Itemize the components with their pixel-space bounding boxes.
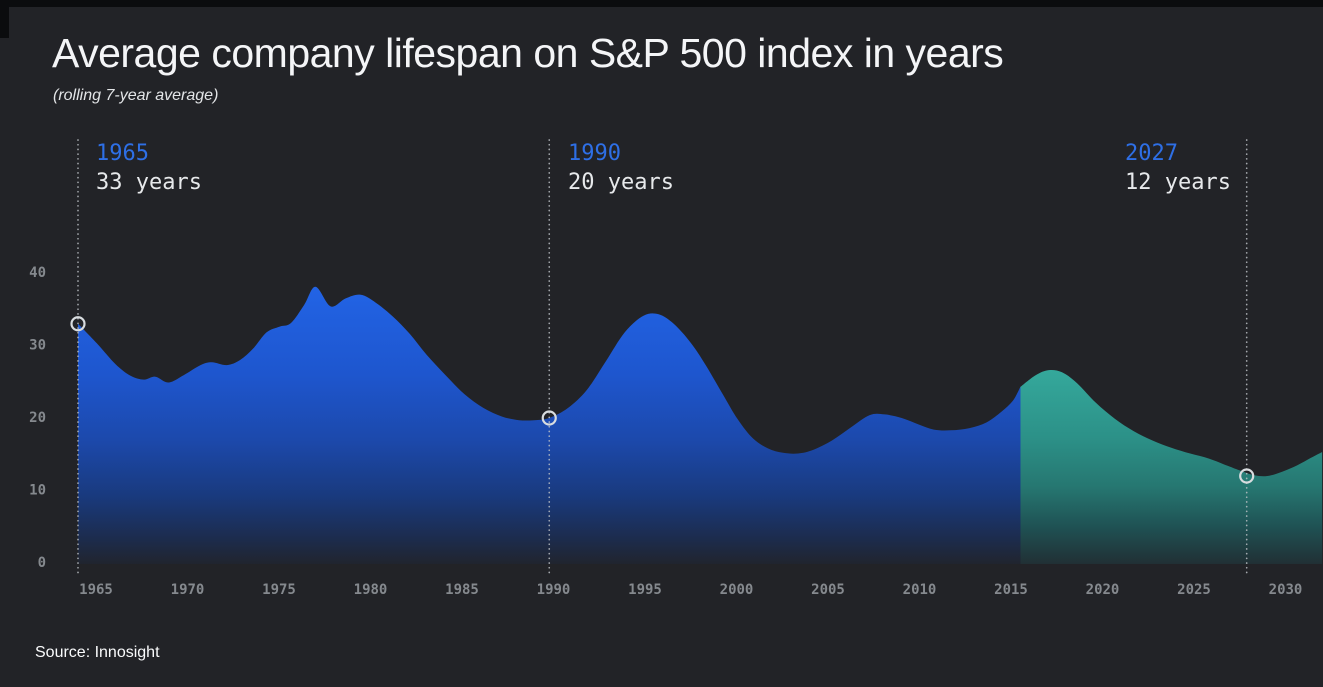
annotation-value-label: 20 years [568, 170, 674, 195]
y-axis-tick-label: 10 [29, 483, 46, 499]
chart-title: Average company lifespan on S&P 500 inde… [52, 30, 1004, 76]
x-axis-tick-label: 2000 [720, 582, 754, 598]
x-axis-tick-label: 1965 [79, 582, 113, 598]
x-axis-tick-label: 1975 [262, 582, 296, 598]
y-axis-tick-label: 0 [38, 555, 46, 571]
chart-subtitle: (rolling 7-year average) [53, 87, 219, 104]
window-edge-top [0, 0, 1323, 7]
annotation-value-label: 33 years [96, 170, 202, 195]
x-axis-tick-label: 2030 [1269, 582, 1303, 598]
x-axis-tick-label: 1995 [628, 582, 662, 598]
annotation-2027: 2027 12 years [1125, 139, 1231, 197]
window-edge-left [0, 0, 9, 38]
source-note: Source: Innosight [35, 644, 160, 661]
annotation-value-label: 12 years [1125, 170, 1231, 195]
annotation-marker [70, 316, 86, 332]
x-axis-tick-label: 1980 [354, 582, 388, 598]
x-axis-tick-label: 2005 [811, 582, 845, 598]
x-axis-tick-label: 2015 [994, 582, 1028, 598]
x-axis-tick-label: 2025 [1177, 582, 1211, 598]
projection-area [1020, 369, 1323, 564]
annotation-1990: 1990 20 years [568, 139, 674, 197]
annotation-marker [541, 410, 557, 426]
annotation-marker [1239, 468, 1255, 484]
annotation-year-label: 1965 [96, 141, 149, 166]
x-axis-tick-label: 1990 [537, 582, 571, 598]
annotation-1965: 1965 33 years [96, 139, 202, 197]
annotation-year-label: 1990 [568, 141, 621, 166]
x-axis-tick-label: 1985 [445, 582, 479, 598]
y-axis-tick-label: 30 [29, 338, 46, 354]
x-axis-tick-label: 1970 [171, 582, 205, 598]
x-axis-tick-label: 2020 [1086, 582, 1120, 598]
y-axis-tick-label: 20 [29, 410, 46, 426]
x-axis-tick-label: 2010 [903, 582, 937, 598]
y-axis-tick-label: 40 [29, 265, 46, 281]
annotation-year-label: 2027 [1125, 141, 1178, 166]
